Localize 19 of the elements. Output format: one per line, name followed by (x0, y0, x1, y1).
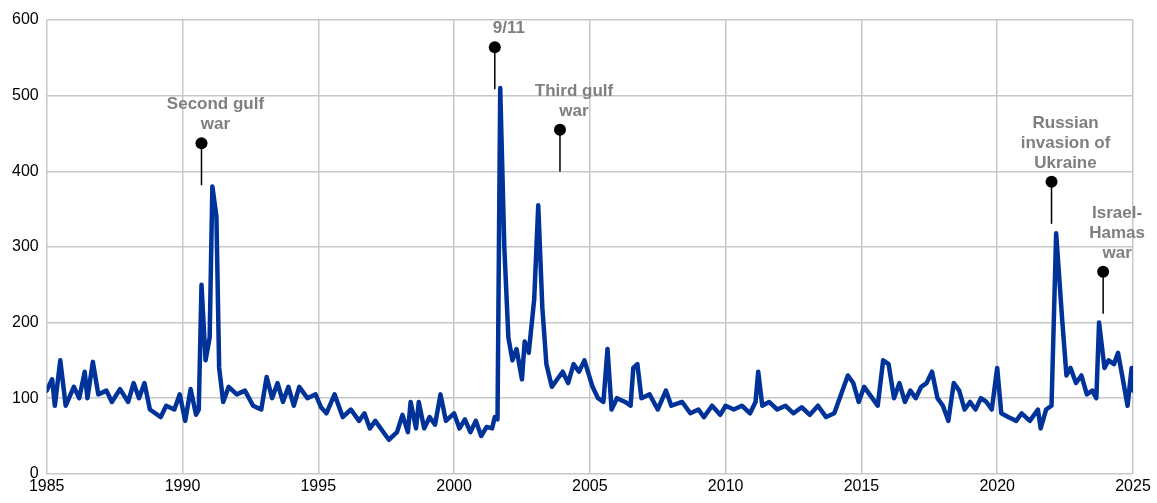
y-tick-label: 600 (11, 10, 39, 28)
y-tick-label: 100 (11, 388, 39, 406)
y-tick-label: 400 (11, 161, 39, 179)
annotation: Second gulf war (166, 94, 265, 134)
annotation: 9/11 (492, 18, 525, 38)
annotation: Third gulf war (534, 80, 614, 120)
x-tick-label: 2000 (436, 476, 472, 494)
annotation: Russian invasion of Ukraine (1020, 113, 1111, 173)
x-tick-label: 2020 (979, 476, 1016, 494)
x-tick-label: 2025 (1115, 476, 1151, 494)
x-tick-label: 1995 (300, 476, 337, 494)
x-tick-label: 2005 (572, 476, 608, 494)
annotation: Israel-Hamas war (1089, 203, 1146, 263)
x-tick-label: 2010 (707, 476, 744, 494)
y-tick-label: 500 (11, 86, 39, 104)
x-tick-label: 1990 (164, 476, 201, 494)
y-tick-label: 300 (11, 237, 39, 255)
y-tick-label: 200 (11, 312, 39, 330)
x-tick-label: 2015 (843, 476, 880, 494)
